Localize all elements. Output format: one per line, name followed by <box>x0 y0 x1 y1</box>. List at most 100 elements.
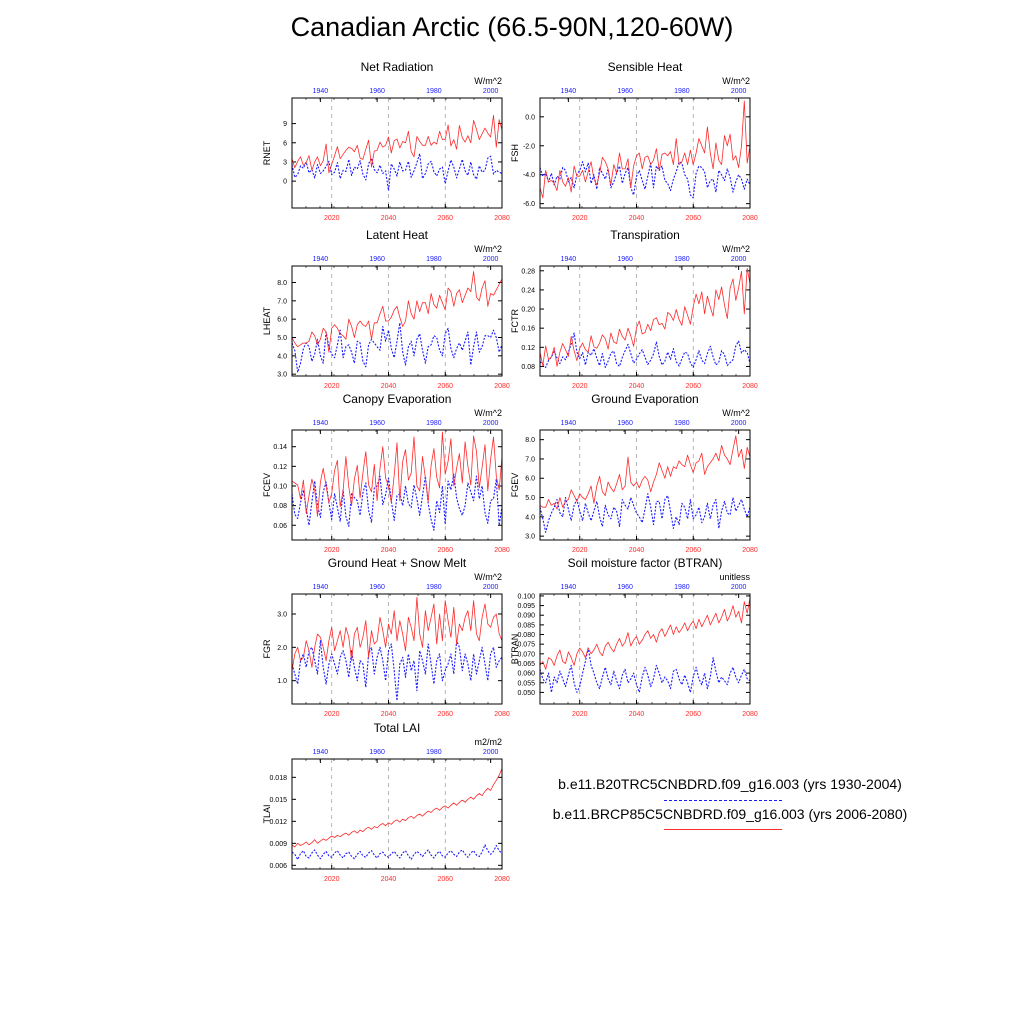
figure-title: Canadian Arctic (66.5-90N,120-60W) <box>290 12 734 42</box>
bottom-tick-label: 2020 <box>572 547 588 554</box>
y-tick-label: 0.06 <box>273 523 287 530</box>
panel-title: Ground Evaporation <box>591 392 698 406</box>
top-tick-label: 2000 <box>483 749 499 756</box>
bottom-tick-label: 2020 <box>324 383 340 390</box>
top-tick-label: 1980 <box>674 88 690 95</box>
top-tick-label: 1960 <box>369 420 385 427</box>
panel-fsh: Sensible Heat W/m^2 2020 2040 2060 2080 1940 19… <box>510 60 758 222</box>
y-tick-label: 0.08 <box>273 503 287 510</box>
bottom-tick-label: 2080 <box>742 547 758 554</box>
top-tick-label: 1940 <box>561 88 577 95</box>
y-tick-label: 7.0 <box>525 456 535 463</box>
bottom-tick-label: 2040 <box>629 547 645 554</box>
top-tick-label: 2000 <box>731 256 747 263</box>
top-tick-label: 1960 <box>617 256 633 263</box>
top-tick-label: 1960 <box>617 88 633 95</box>
units-label: W/m^2 <box>474 76 502 86</box>
top-tick-label: 2000 <box>483 88 499 95</box>
y-tick-label: 0.009 <box>269 841 287 848</box>
top-tick-label: 1940 <box>313 420 329 427</box>
bottom-tick-label: 2040 <box>381 383 397 390</box>
y-tick-label: 0.018 <box>269 775 287 782</box>
y-tick-label: 0 <box>283 179 287 186</box>
y-tick-label: 6.0 <box>525 476 535 483</box>
y-tick-label: 0.055 <box>517 680 535 687</box>
y-tick-label: -4.0 <box>523 172 535 179</box>
top-tick-label: 1960 <box>617 584 633 591</box>
bottom-tick-label: 2040 <box>381 547 397 554</box>
legend-historical-label: b.e11.B20TRC5CNBDRD.f09_g16.003 (yrs 193… <box>558 776 902 792</box>
units-label: W/m^2 <box>722 76 750 86</box>
top-tick-label: 1940 <box>561 420 577 427</box>
units-label: W/m^2 <box>474 244 502 254</box>
units-label: m2/m2 <box>474 737 502 747</box>
top-tick-label: 1960 <box>369 584 385 591</box>
future-series-line <box>291 271 503 353</box>
top-tick-label: 1980 <box>674 420 690 427</box>
y-tick-label: 0.20 <box>521 307 535 314</box>
y-tick-label: 0.065 <box>517 661 535 668</box>
units-label: W/m^2 <box>722 244 750 254</box>
top-tick-label: 1980 <box>674 584 690 591</box>
bottom-tick-label: 2020 <box>324 547 340 554</box>
bottom-tick-label: 2080 <box>494 547 510 554</box>
plot-frame <box>539 265 751 377</box>
y-axis-label: RNET <box>262 140 272 165</box>
top-tick-label: 1980 <box>426 256 442 263</box>
plot-frame <box>539 593 751 705</box>
future-series-line <box>291 431 503 517</box>
panel-title: Net Radiation <box>361 60 434 74</box>
future-series-line <box>291 596 503 671</box>
bottom-tick-label: 2020 <box>324 876 340 883</box>
panel-fctr: Transpiration W/m^2 2020 2040 2060 2080 1940 19… <box>510 228 758 390</box>
plot-frame <box>291 429 503 541</box>
y-tick-label: 0.006 <box>269 863 287 870</box>
bottom-tick-label: 2060 <box>685 215 701 222</box>
historical-series-line <box>291 153 503 192</box>
bottom-tick-label: 2080 <box>742 215 758 222</box>
plot-frame <box>291 97 503 209</box>
y-tick-label: 0.075 <box>517 642 535 649</box>
panel-fcev: Canopy Evaporation W/m^2 2020 2040 2060 2080 1… <box>262 392 510 554</box>
top-tick-label: 1960 <box>369 256 385 263</box>
y-tick-label: 5.0 <box>277 335 287 342</box>
top-tick-label: 1980 <box>426 749 442 756</box>
y-tick-label: 3.0 <box>277 372 287 379</box>
bottom-tick-label: 2060 <box>437 711 453 718</box>
bottom-tick-label: 2080 <box>494 711 510 718</box>
top-tick-label: 1940 <box>313 256 329 263</box>
bottom-tick-label: 2060 <box>437 215 453 222</box>
y-tick-label: 2.0 <box>277 645 287 652</box>
top-tick-label: 2000 <box>731 420 747 427</box>
y-axis-label: LHEAT <box>262 306 272 335</box>
bottom-tick-label: 2060 <box>685 547 701 554</box>
panel-title: Ground Heat + Snow Melt <box>328 556 467 570</box>
top-tick-label: 1940 <box>313 584 329 591</box>
units-label: W/m^2 <box>474 572 502 582</box>
y-tick-label: 0.095 <box>517 603 535 610</box>
bottom-tick-label: 2020 <box>324 215 340 222</box>
y-tick-label: 8.0 <box>525 437 535 444</box>
panel-title: Sensible Heat <box>608 60 683 74</box>
future-series-line <box>291 768 503 848</box>
y-tick-label: 4.0 <box>277 353 287 360</box>
historical-series-line <box>539 647 751 693</box>
y-tick-label: 0.12 <box>273 464 287 471</box>
future-series-line <box>539 100 751 199</box>
y-tick-label: 0.10 <box>273 483 287 490</box>
panel-fgev: Ground Evaporation W/m^2 2020 2040 2060 2080 1… <box>510 392 758 554</box>
y-tick-label: -6.0 <box>523 201 535 208</box>
historical-series-line <box>539 493 751 533</box>
top-tick-label: 1960 <box>617 420 633 427</box>
y-tick-label: 0.080 <box>517 632 535 639</box>
panel-fgr: Ground Heat + Snow Melt W/m^2 2020 2040 2060… <box>262 556 510 718</box>
units-label: W/m^2 <box>474 408 502 418</box>
bottom-tick-label: 2060 <box>685 711 701 718</box>
top-tick-label: 1980 <box>426 88 442 95</box>
bottom-tick-label: 2040 <box>381 876 397 883</box>
y-tick-label: 0.060 <box>517 671 535 678</box>
bottom-tick-label: 2040 <box>381 215 397 222</box>
y-tick-label: 0.28 <box>521 268 535 275</box>
top-tick-label: 1940 <box>561 256 577 263</box>
